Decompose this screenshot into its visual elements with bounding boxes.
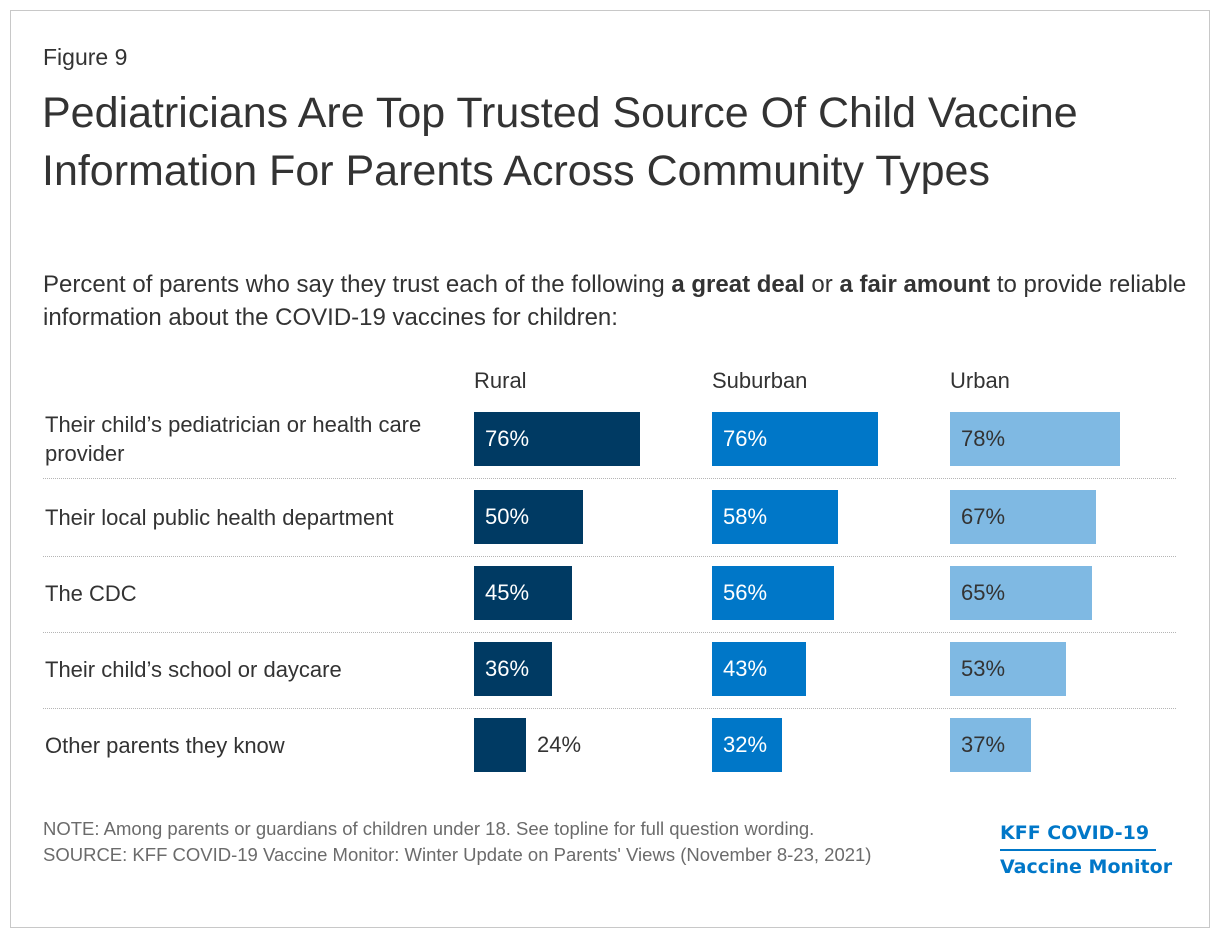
bar-value-label: 32%: [723, 732, 768, 757]
bar-urban: [950, 718, 1031, 772]
bar-value-label: 50%: [485, 504, 530, 529]
bar-value-label: 24%: [537, 732, 582, 757]
column-header-suburban: Suburban: [712, 368, 808, 393]
bar-urban: [950, 490, 1096, 544]
row-label: Other parents they know: [45, 732, 285, 758]
bar-value-label: 76%: [485, 426, 530, 451]
chart-title: Pediatricians Are Top Trusted Source Of …: [42, 89, 1078, 195]
chart-notes: NOTE: Among parents or guardians of chil…: [43, 816, 983, 868]
source-text: SOURCE: KFF COVID-19 Vaccine Monitor: Wi…: [43, 844, 872, 865]
row-divider: [43, 708, 1176, 709]
bar-urban: [950, 566, 1092, 620]
bar-value-label: 78%: [961, 426, 1006, 451]
bar-urban: [950, 642, 1066, 696]
row-divider: [43, 556, 1176, 557]
bar-value-label: 65%: [961, 580, 1006, 605]
column-header-urban: Urban: [950, 368, 1010, 393]
row-divider: [43, 478, 1176, 479]
bar-suburban: [712, 642, 806, 696]
logo-line-2: Vaccine Monitor: [1000, 856, 1173, 878]
bar-rural: [474, 412, 640, 466]
subtitle-text-3: to provide reliable information about th…: [43, 271, 1187, 331]
bar-rural: [474, 566, 572, 620]
row-divider: [43, 632, 1176, 633]
logo-line-1: KFF COVID-19: [1000, 821, 1156, 851]
bar-rural: [474, 490, 583, 544]
subtitle-text-1: Percent of parents who say they trust ea…: [43, 271, 672, 298]
subtitle-text-2: or: [804, 271, 840, 298]
bar-urban: [950, 412, 1120, 466]
figure-label: Figure 9: [43, 44, 128, 70]
bar-value-label: 53%: [961, 656, 1006, 681]
row-label: Their child’s pediatrician or health car…: [45, 412, 422, 466]
chart-subtitle: Percent of parents who say they trust ea…: [43, 268, 1193, 334]
bar-suburban: [712, 718, 782, 772]
bar-value-label: 76%: [723, 426, 768, 451]
row-label: The CDC: [45, 580, 137, 606]
note-text: NOTE: Among parents or guardians of chil…: [43, 818, 815, 839]
bar-suburban: [712, 412, 878, 466]
bar-suburban: [712, 566, 834, 620]
bar-rural: [474, 718, 526, 772]
bar-rural: [474, 642, 552, 696]
bar-value-label: 56%: [723, 580, 768, 605]
bar-value-label: 37%: [961, 732, 1006, 757]
bar-suburban: [712, 490, 838, 544]
bar-value-label: 58%: [723, 504, 768, 529]
subtitle-emphasis-fair-amount: a fair amount: [839, 271, 991, 298]
kff-logo: KFF COVID-19 Vaccine Monitor: [1000, 821, 1178, 879]
column-header-rural: Rural: [474, 368, 527, 393]
bar-value-label: 43%: [723, 656, 768, 681]
figure-frame: [10, 10, 1210, 928]
bar-value-label: 67%: [961, 504, 1006, 529]
bar-value-label: 36%: [485, 656, 530, 681]
subtitle-emphasis-great-deal: a great deal: [671, 271, 805, 298]
row-label: Their child’s school or daycare: [45, 656, 342, 682]
bar-value-label: 45%: [485, 580, 530, 605]
row-label: Their local public health department: [45, 504, 394, 530]
